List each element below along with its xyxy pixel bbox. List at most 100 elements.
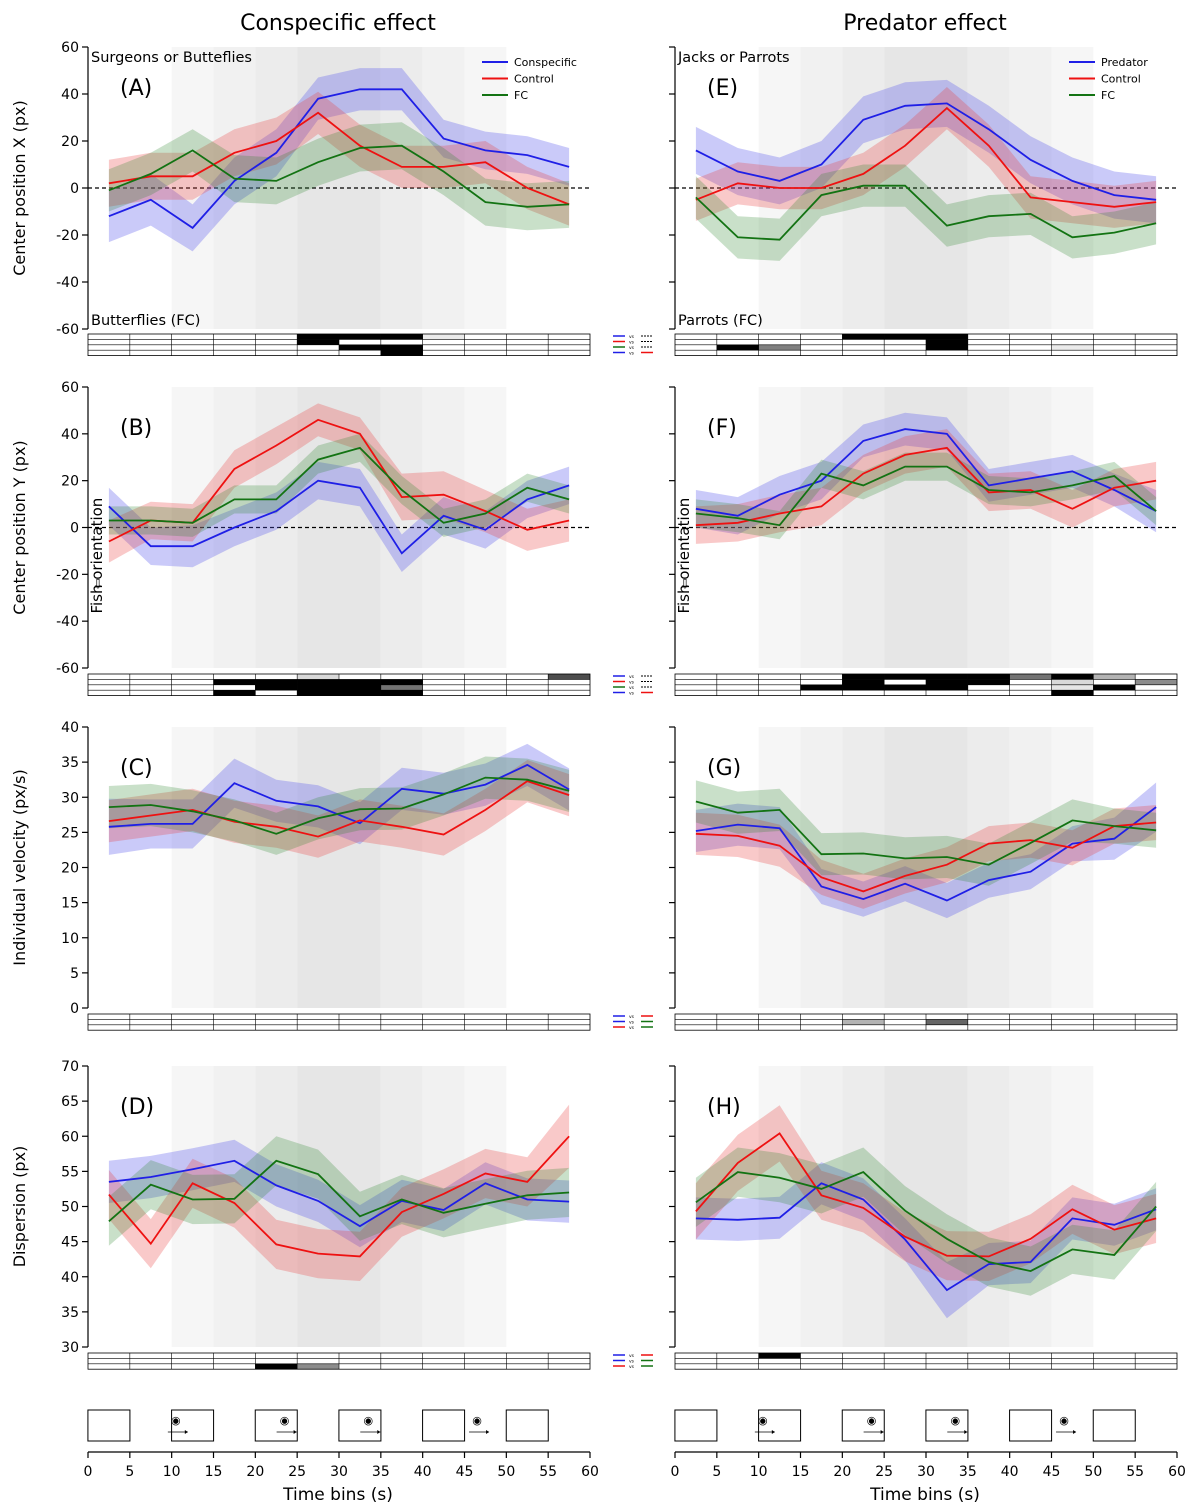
- series-line-green: [108, 446, 570, 524]
- sig-cell: [380, 334, 423, 340]
- stimulus-shade: [842, 1066, 885, 1347]
- stimulus-shade: [884, 387, 968, 668]
- sig-cell: [1051, 684, 1094, 691]
- ci-band-green: [108, 756, 570, 855]
- sig-cell: [255, 1363, 298, 1370]
- series-line-blue: [695, 806, 1157, 902]
- arrowhead-icon: [184, 1430, 188, 1434]
- sig-cell: [297, 339, 339, 345]
- sig-key-label: vs: [629, 686, 635, 691]
- significance-grid: [674, 1013, 1178, 1031]
- sig-cell: [926, 674, 968, 680]
- x-tick-label: 10: [750, 1464, 768, 1480]
- x-tick-label: 45: [456, 1464, 474, 1480]
- panel-top-label: Jacks or Parrots: [677, 50, 790, 66]
- x-tick-label: 40: [414, 1464, 432, 1480]
- series-line-green: [695, 184, 1157, 241]
- sig-cell: [1051, 679, 1094, 685]
- ci-band-blue: [108, 1139, 570, 1248]
- y-tick-label: 60: [61, 380, 79, 396]
- panel-F: (F) Fish orientation⇩: [669, 386, 1178, 697]
- y-tick-label: 70: [61, 1059, 79, 1075]
- sig-cell: [297, 684, 339, 691]
- stimulus-shade: [297, 727, 381, 1008]
- sig-cell: [1051, 674, 1094, 680]
- significance-grid: [674, 333, 1178, 357]
- sig-cell: [800, 684, 843, 691]
- y-tick-label: 20: [61, 134, 79, 150]
- stimulus-shade: [255, 727, 298, 1008]
- tank-box-icon: [1009, 1409, 1053, 1442]
- sig-cell: [297, 334, 339, 340]
- tank-box-icon: [1092, 1409, 1136, 1442]
- sig-cell: [548, 674, 590, 680]
- ci-band-red: [108, 403, 570, 563]
- x-tick-label: 55: [539, 1464, 557, 1480]
- x-tick-label: 30: [917, 1464, 935, 1480]
- sig-cell: [380, 344, 423, 351]
- y-tick-label: 45: [61, 1235, 79, 1251]
- sig-key-label: vs: [629, 681, 635, 686]
- sig-cell: [842, 674, 885, 680]
- stimulus-shade: [758, 387, 801, 668]
- sig-key-label: vs: [629, 352, 635, 357]
- ci-band-red: [695, 87, 1157, 228]
- fish-icon: ◉: [1059, 1414, 1069, 1427]
- y-tick-label: -20: [56, 567, 79, 583]
- sig-cell: [967, 679, 1010, 685]
- legend-label-red: Control: [514, 73, 554, 86]
- ci-band-green: [695, 1147, 1157, 1296]
- y-tick-label: -60: [56, 322, 79, 338]
- panel-letter: (E): [707, 76, 738, 101]
- stimulus-shade: [213, 1066, 256, 1347]
- ci-band-green: [108, 122, 570, 231]
- sig-cell: [422, 334, 465, 340]
- col-title-predator: Predator effect: [843, 11, 1007, 36]
- stimulus-shade: [171, 727, 214, 1008]
- sig-cell: [297, 1363, 339, 1370]
- sig-cell: [1135, 679, 1177, 685]
- sig-key-label: vs: [629, 1354, 635, 1359]
- series-line-green: [695, 1171, 1157, 1273]
- tank-box-icon: [758, 1409, 802, 1442]
- legend-label-blue: Conspecific: [514, 56, 577, 69]
- stimulus-shade: [967, 1066, 1010, 1347]
- x-tick-label: 35: [372, 1464, 390, 1480]
- y-tick-label: 40: [61, 1270, 79, 1286]
- sig-cell: [926, 339, 968, 345]
- stimulus-shade: [171, 1066, 214, 1347]
- stimulus-shade: [297, 1066, 381, 1347]
- tank-box-icon: [422, 1409, 466, 1442]
- sig-cell: [339, 690, 381, 696]
- fish-icon: ◉: [758, 1414, 768, 1427]
- panel-D: 30 35 40 45 50 55 60 65 70 Dispersion (px) (D): [10, 1059, 591, 1370]
- y-tick-label: 10: [61, 931, 79, 947]
- sig-cell: [884, 684, 926, 691]
- sig-cell: [842, 1019, 885, 1025]
- panel-A: -60 -40 -20 0 20 40 60 Center position X (px) (A…: [10, 40, 591, 357]
- ci-band-blue: [108, 68, 570, 252]
- stimulus-shade: [213, 727, 256, 1008]
- legend-label-green: FC: [1101, 89, 1115, 102]
- significance-grid: [87, 1352, 591, 1370]
- y-tick-label: -40: [56, 275, 79, 291]
- fish-orientation-label: Fish orientation: [675, 498, 693, 614]
- y-tick-label: 35: [61, 755, 79, 771]
- stimulus-shade: [380, 727, 423, 1008]
- series-line-red: [695, 1132, 1157, 1258]
- tank-box-icon: [925, 1409, 969, 1442]
- panel-C: 0 5 10 15 20 25 30 35 40 Individual velocity (px/…: [10, 720, 591, 1031]
- sig-cell: [1093, 684, 1136, 691]
- sig-cell: [926, 344, 968, 351]
- sig-cell: [339, 679, 381, 685]
- sig-cell: [758, 344, 801, 351]
- ci-band-green: [108, 1136, 570, 1246]
- y-tick-label: 55: [61, 1164, 79, 1180]
- stimulus-shade: [1009, 47, 1052, 329]
- sig-cell: [339, 334, 381, 340]
- arrowhead-icon: [486, 1430, 490, 1434]
- col-title-conspecific: Conspecific effect: [240, 11, 436, 36]
- sig-cell: [926, 679, 968, 685]
- series-line-red: [695, 446, 1157, 527]
